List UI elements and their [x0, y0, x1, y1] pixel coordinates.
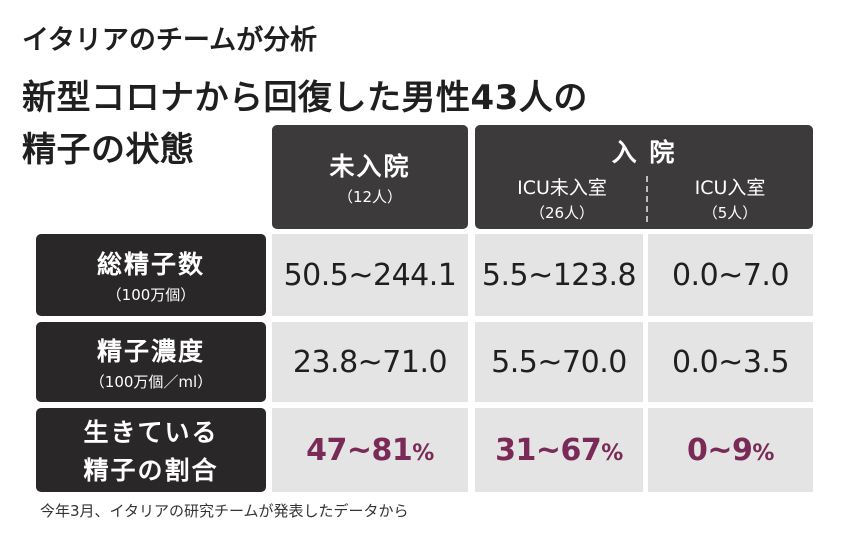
cell-value: 0~9	[687, 432, 753, 468]
header-icu-admitted: ICU入室 （5人）	[648, 170, 812, 226]
header-icu-admitted-count: （5人）	[702, 204, 758, 222]
cell-value: 5.5~70.0	[491, 344, 627, 380]
header-divider	[646, 176, 648, 222]
header-icu-not-admitted-title: ICU未入室	[517, 177, 607, 199]
table-cell: 5.5~123.8	[475, 234, 643, 316]
chart-title-line1: 新型コロナから回復した男性43人の	[22, 78, 588, 118]
table-cell: 5.5~70.0	[475, 322, 643, 402]
header-hospitalized: 入 院	[475, 125, 813, 229]
row-label-line1: 生きている	[83, 418, 219, 447]
percent-unit: %	[601, 440, 623, 466]
row-label: 精子濃度	[96, 337, 205, 366]
row-unit: （100万個）	[106, 286, 196, 304]
header-not-hospitalized-count: （12人）	[337, 188, 403, 206]
table-cell: 0~9%	[648, 408, 813, 492]
cell-value: 47~81	[306, 432, 413, 468]
table-cell: 31~67%	[475, 408, 643, 492]
percent-unit: %	[412, 440, 434, 466]
header-not-hospitalized: 未入院 （12人）	[272, 125, 468, 229]
cell-percent: 47~81%	[306, 433, 434, 468]
table-cell: 23.8~71.0	[272, 322, 468, 402]
table-cell: 0.0~7.0	[648, 234, 813, 316]
table-cell: 50.5~244.1	[272, 234, 468, 316]
row-header-sperm-concentration: 精子濃度 （100万個／ml）	[36, 322, 266, 402]
cell-value: 50.5~244.1	[283, 257, 457, 293]
row-label-line2: 精子の割合	[83, 456, 219, 485]
source-note: 今年3月、イタリアの研究チームが発表したデータから	[40, 502, 409, 520]
row-header-live-sperm-ratio: 生きている 精子の割合	[36, 408, 266, 492]
cell-value: 31~67	[495, 432, 602, 468]
table-cell: 0.0~3.5	[648, 322, 813, 402]
cell-percent: 31~67%	[495, 433, 623, 468]
header-icu-admitted-title: ICU入室	[694, 177, 766, 199]
table-cell: 47~81%	[272, 408, 468, 492]
cell-value: 0.0~3.5	[671, 344, 790, 380]
cell-value: 5.5~123.8	[481, 257, 637, 293]
cell-value: 23.8~71.0	[292, 344, 448, 380]
row-unit: （100万個／ml）	[89, 373, 213, 391]
percent-unit: %	[752, 440, 774, 466]
header-icu-not-admitted-count: （26人）	[529, 204, 595, 222]
header-icu-not-admitted: ICU未入室 （26人）	[478, 170, 646, 226]
header-hospitalized-title: 入 院	[611, 138, 677, 167]
chart-title-line2: 精子の状態	[22, 130, 195, 170]
cell-percent: 0~9%	[687, 433, 774, 468]
header-not-hospitalized-title: 未入院	[329, 152, 411, 181]
row-header-total-sperm: 総精子数 （100万個）	[36, 234, 266, 316]
chart-kicker: イタリアのチームが分析	[22, 25, 318, 56]
row-label: 総精子数	[96, 250, 205, 279]
cell-value: 0.0~7.0	[671, 257, 790, 293]
